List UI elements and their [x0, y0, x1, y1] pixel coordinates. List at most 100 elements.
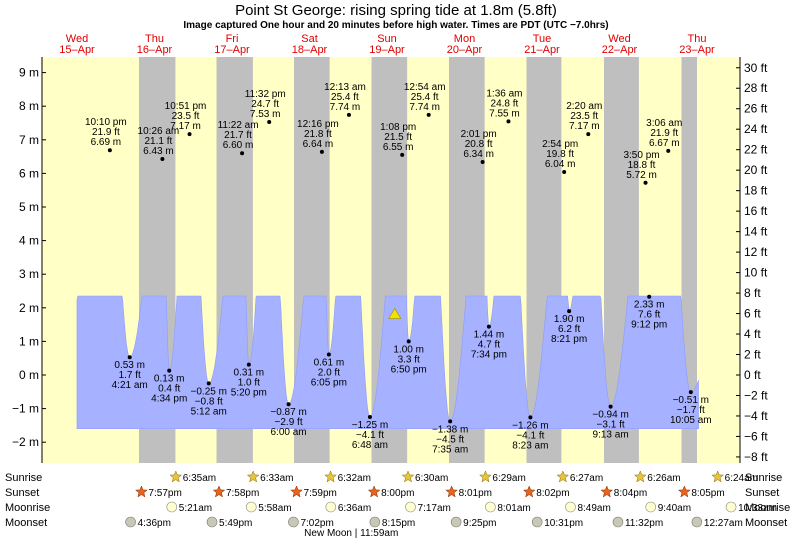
high-tide-time: 11:32 pm — [245, 89, 286, 100]
sunset-time: 8:04pm — [614, 488, 647, 499]
day-name: Sat — [301, 33, 318, 45]
right-tick-label: −2 ft — [744, 388, 768, 402]
right-tick-label: 12 ft — [744, 245, 768, 259]
low-tide-m: 2.33 m — [634, 300, 665, 311]
sunset-row-label-left: Sunset — [5, 487, 39, 499]
high-tide-ft: 21.9 ft — [650, 128, 678, 139]
high-tide-ft: 21.1 ft — [144, 136, 172, 147]
high-tide-ft: 25.4 ft — [411, 92, 439, 103]
left-tick-label: 6 m — [19, 166, 39, 180]
high-tide-m: 6.60 m — [223, 140, 254, 151]
sunrise-row-label-right: Sunrise — [745, 472, 782, 484]
left-tick-label: 0 m — [19, 368, 39, 382]
low-tide-time: 5:20 pm — [231, 388, 267, 399]
moonset-time: 12:27am — [704, 518, 743, 529]
right-tick-label: 4 ft — [744, 327, 761, 341]
tide-event-dot — [107, 148, 112, 153]
right-tick-label: 22 ft — [744, 143, 768, 157]
high-tide-time: 10:51 pm — [165, 101, 207, 112]
tide-event-dot — [586, 132, 591, 137]
tide-event-dot — [160, 156, 165, 161]
left-tick-label: −1 m — [12, 402, 39, 416]
right-tick-label: 2 ft — [744, 348, 761, 362]
moonset-time: 7:02pm — [300, 518, 333, 529]
sunset-time: 7:59pm — [304, 488, 337, 499]
high-tide-m: 6.34 m — [463, 149, 494, 160]
right-tick-label: 0 ft — [744, 368, 761, 382]
high-tide-time: 10:26 am — [138, 126, 180, 137]
moonrise-time: 5:58am — [258, 503, 291, 514]
high-tide-m: 7.53 m — [250, 109, 281, 120]
high-tide-ft: 23.5 ft — [570, 111, 598, 122]
high-tide-time: 12:13 am — [324, 82, 366, 93]
low-tide-ft: 1.0 ft — [238, 378, 260, 389]
low-tide-m: −0.25 m — [191, 386, 227, 397]
day-name: Wed — [608, 33, 630, 45]
low-tide-time: 10:05 am — [670, 415, 712, 426]
tide-event-dot — [567, 309, 572, 314]
day-date: 17–Apr — [214, 44, 250, 56]
tide-event-dot — [286, 402, 291, 407]
low-tide-time: 8:21 pm — [551, 334, 587, 345]
tide-event-dot — [127, 355, 132, 360]
day-name: Tue — [533, 33, 552, 45]
tide-event-dot — [406, 339, 411, 344]
low-tide-ft: 6.2 ft — [558, 324, 580, 335]
sunrise-icon — [401, 470, 415, 483]
low-tide-time: 7:34 pm — [471, 350, 507, 361]
sunrise-time: 6:30am — [415, 473, 448, 484]
high-tide-time: 12:54 am — [404, 82, 446, 93]
low-tide-ft: −2.9 ft — [275, 417, 303, 428]
tide-event-dot — [688, 390, 693, 395]
right-tick-label: 30 ft — [744, 61, 768, 75]
day-date: 15–Apr — [59, 44, 95, 56]
tide-event-dot — [187, 132, 192, 137]
moonset-time: 5:49pm — [219, 518, 252, 529]
moonrise-icon — [405, 501, 416, 513]
moonrise-icon — [485, 501, 496, 513]
low-tide-ft: −3.1 ft — [597, 420, 625, 431]
sunrise-icon — [169, 470, 183, 483]
sunset-time: 8:01pm — [459, 488, 492, 499]
high-tide-m: 7.17 m — [569, 121, 600, 132]
tide-event-dot — [206, 381, 211, 386]
moonset-icon — [288, 516, 299, 528]
day-name: Thu — [688, 33, 707, 45]
high-tide-time: 1:36 am — [486, 88, 522, 99]
high-tide-m: 5.72 m — [626, 170, 657, 181]
low-tide-m: −0.51 m — [673, 395, 709, 406]
right-tick-label: −8 ft — [744, 450, 768, 464]
left-tick-label: 8 m — [19, 99, 39, 113]
right-tick-label: 14 ft — [744, 225, 768, 239]
low-tide-m: 1.00 m — [393, 344, 424, 355]
moonrise-icon — [565, 501, 576, 513]
sunrise-row-label-left: Sunrise — [5, 472, 42, 484]
high-tide-ft: 21.8 ft — [304, 129, 332, 140]
sunset-time: 8:00pm — [381, 488, 414, 499]
day-name: Fri — [226, 33, 239, 45]
sunset-time: 8:02pm — [536, 488, 569, 499]
low-tide-ft: 0.4 ft — [158, 384, 180, 395]
day-date: 18–Apr — [292, 44, 328, 56]
low-tide-time: 6:48 am — [352, 440, 388, 451]
low-tide-m: −1.26 m — [512, 420, 548, 431]
high-tide-m: 7.74 m — [409, 102, 440, 113]
right-tick-label: 6 ft — [744, 307, 761, 321]
chart-title: Point St George: rising spring tide at 1… — [235, 2, 557, 19]
left-tick-label: 7 m — [19, 133, 39, 147]
tide-event-dot — [608, 404, 613, 409]
moonrise-icon — [645, 501, 657, 513]
right-tick-label: 28 ft — [744, 81, 768, 95]
day-date: 16–Apr — [137, 44, 173, 56]
low-tide-ft: −4.5 ft — [436, 434, 464, 445]
right-tick-label: 20 ft — [744, 163, 768, 177]
moonset-icon — [612, 516, 624, 528]
sunset-row-label-right: Sunset — [745, 487, 779, 499]
sunrise-time: 6:33am — [260, 473, 293, 484]
moonset-time: 10:31pm — [544, 518, 583, 529]
low-tide-m: 1.44 m — [474, 330, 505, 341]
day-date: 21–Apr — [524, 44, 560, 56]
moonrise-time: 9:40am — [658, 503, 691, 514]
